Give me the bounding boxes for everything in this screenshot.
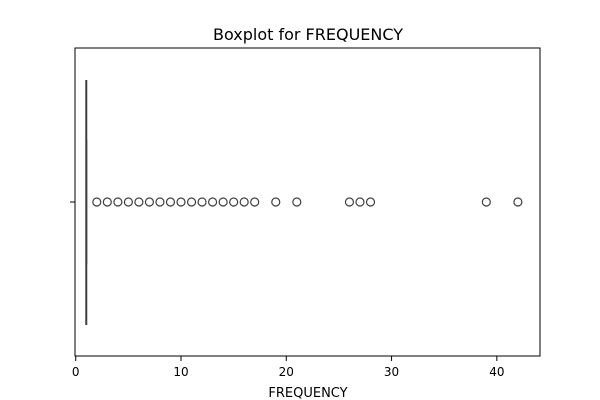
outlier-point <box>239 197 249 207</box>
box-element <box>85 80 88 325</box>
outlier-point <box>197 197 207 207</box>
x-axis-ticks: 0 10 20 30 40 <box>72 356 504 379</box>
x-axis-label: FREQUENCY <box>268 386 347 400</box>
outlier-point <box>186 197 197 207</box>
x-tick-label: 30 <box>384 365 399 379</box>
outlier-point <box>344 197 355 207</box>
outlier-point <box>144 197 155 207</box>
x-tick-label: 0 <box>72 365 80 379</box>
outlier-point <box>102 197 112 207</box>
outlier-point <box>123 197 133 207</box>
outlier-point <box>365 197 376 207</box>
outlier-point <box>92 197 102 207</box>
outlier-point <box>134 197 144 207</box>
outlier-point <box>207 197 218 207</box>
outlier-point <box>113 197 123 207</box>
outlier-point <box>165 197 176 207</box>
x-tick-label: 20 <box>279 365 294 379</box>
outlier-point <box>250 197 260 207</box>
outlier-point <box>155 197 165 207</box>
outlier-point <box>355 197 365 207</box>
outlier-point <box>229 197 239 207</box>
x-tick-label: 40 <box>489 365 504 379</box>
outlier-points <box>92 197 523 207</box>
outlier-point <box>218 197 228 207</box>
outlier-point <box>513 197 523 207</box>
outlier-point <box>292 197 302 207</box>
plot-area-frame <box>74 47 541 357</box>
chart-title: Boxplot for FREQUENCY <box>213 25 403 44</box>
outlier-point <box>481 197 491 207</box>
x-tick-label: 10 <box>173 365 188 379</box>
outlier-point <box>176 197 186 207</box>
outlier-point <box>271 197 281 207</box>
